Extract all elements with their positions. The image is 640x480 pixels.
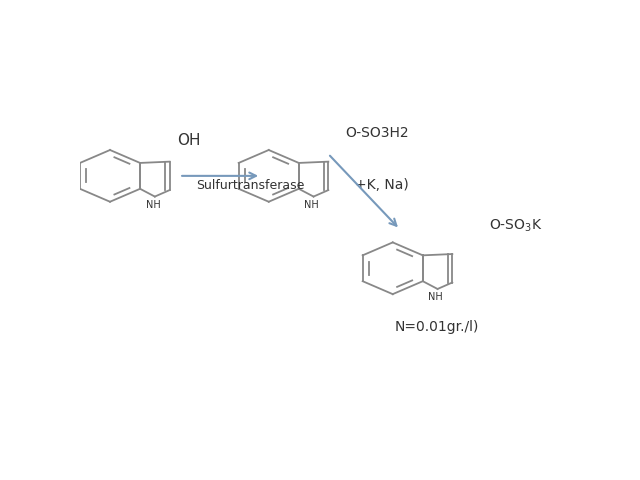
Text: NH: NH [305,200,319,210]
Text: O-SO3H2: O-SO3H2 [346,126,409,140]
Text: OH: OH [177,133,200,148]
Text: NH: NH [146,200,161,210]
Text: +K, Na): +K, Na) [355,178,409,192]
Text: O-SO$_3$K: O-SO$_3$K [489,217,543,234]
Text: N=0.01gr./l): N=0.01gr./l) [395,321,479,335]
Text: NH: NH [428,292,443,302]
Text: Sulfurtransferase: Sulfurtransferase [196,179,305,192]
